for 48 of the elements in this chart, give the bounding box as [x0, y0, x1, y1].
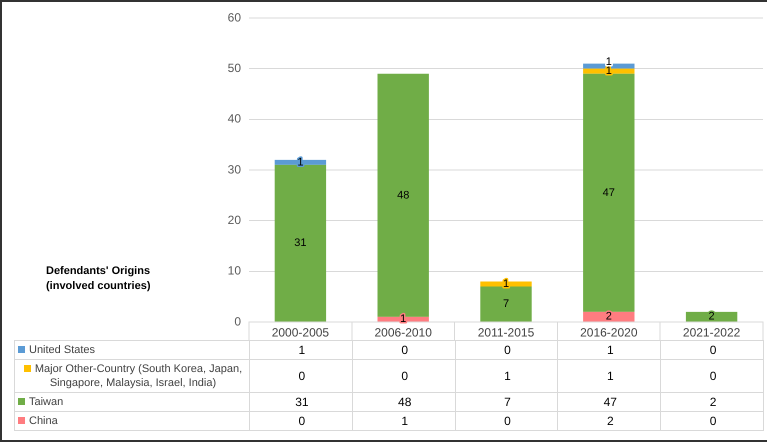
bar: [480, 286, 532, 322]
annotation: 47: [602, 186, 615, 199]
data-label: 2: [660, 392, 764, 412]
data-label: 1: [250, 340, 352, 360]
x-tick-label: 2021-2022: [682, 326, 741, 340]
data-label: 1: [558, 340, 661, 360]
data-label: 0: [352, 340, 456, 360]
x-tick-label: 2016-2020: [580, 326, 638, 340]
data-label: 7: [455, 392, 558, 412]
data-label: 0: [660, 412, 764, 430]
bar: [274, 164, 326, 322]
annotation: 1: [606, 65, 612, 78]
data-label: 48: [352, 392, 456, 412]
y-tick-label: 60: [228, 10, 242, 24]
data-label: 0: [455, 412, 558, 430]
data-label: 0: [660, 360, 764, 392]
annotation: 2: [606, 310, 612, 323]
data-label: 0: [455, 340, 558, 360]
data-label: 31: [250, 392, 352, 412]
annotation: 1: [400, 313, 406, 326]
data-label: 0: [250, 360, 352, 392]
data-label: 1: [455, 360, 558, 392]
legend-title: Defendants' Origins (involved countries): [46, 264, 152, 294]
y-tick-label: 50: [228, 60, 242, 75]
legend-label: China: [28, 414, 58, 428]
legend-label: Major Other-Country (South Korea, Japan, Singapore, Malaysia, Israel, India): [34, 362, 244, 390]
data-label: 1: [352, 412, 456, 430]
y-tick-label: 10: [228, 264, 242, 278]
y-tick-label: 40: [228, 112, 242, 126]
data-label: 0: [352, 360, 456, 392]
y-tick-label: 20: [228, 212, 242, 227]
annotation: 7: [502, 298, 510, 310]
x-tick-label: 2006-2010: [374, 326, 432, 340]
annotation: 31: [294, 237, 307, 250]
data-label: 2: [558, 412, 661, 430]
legend-label: United States: [28, 343, 96, 357]
legend-label: Taiwan: [28, 395, 64, 409]
data-label: 47: [558, 392, 661, 412]
y-tick-label: 30: [228, 162, 242, 176]
x-tick-label: 2000-2005: [272, 326, 330, 340]
x-tick-label: 2011-2015: [478, 326, 535, 340]
y-tick-label: 0: [234, 314, 242, 328]
annotation: 2: [708, 310, 715, 323]
bar: [583, 74, 634, 312]
data-label: 0: [250, 412, 352, 430]
annotation: 48: [397, 189, 410, 202]
data-label: 1: [558, 360, 661, 392]
data-label: 0: [660, 340, 764, 360]
